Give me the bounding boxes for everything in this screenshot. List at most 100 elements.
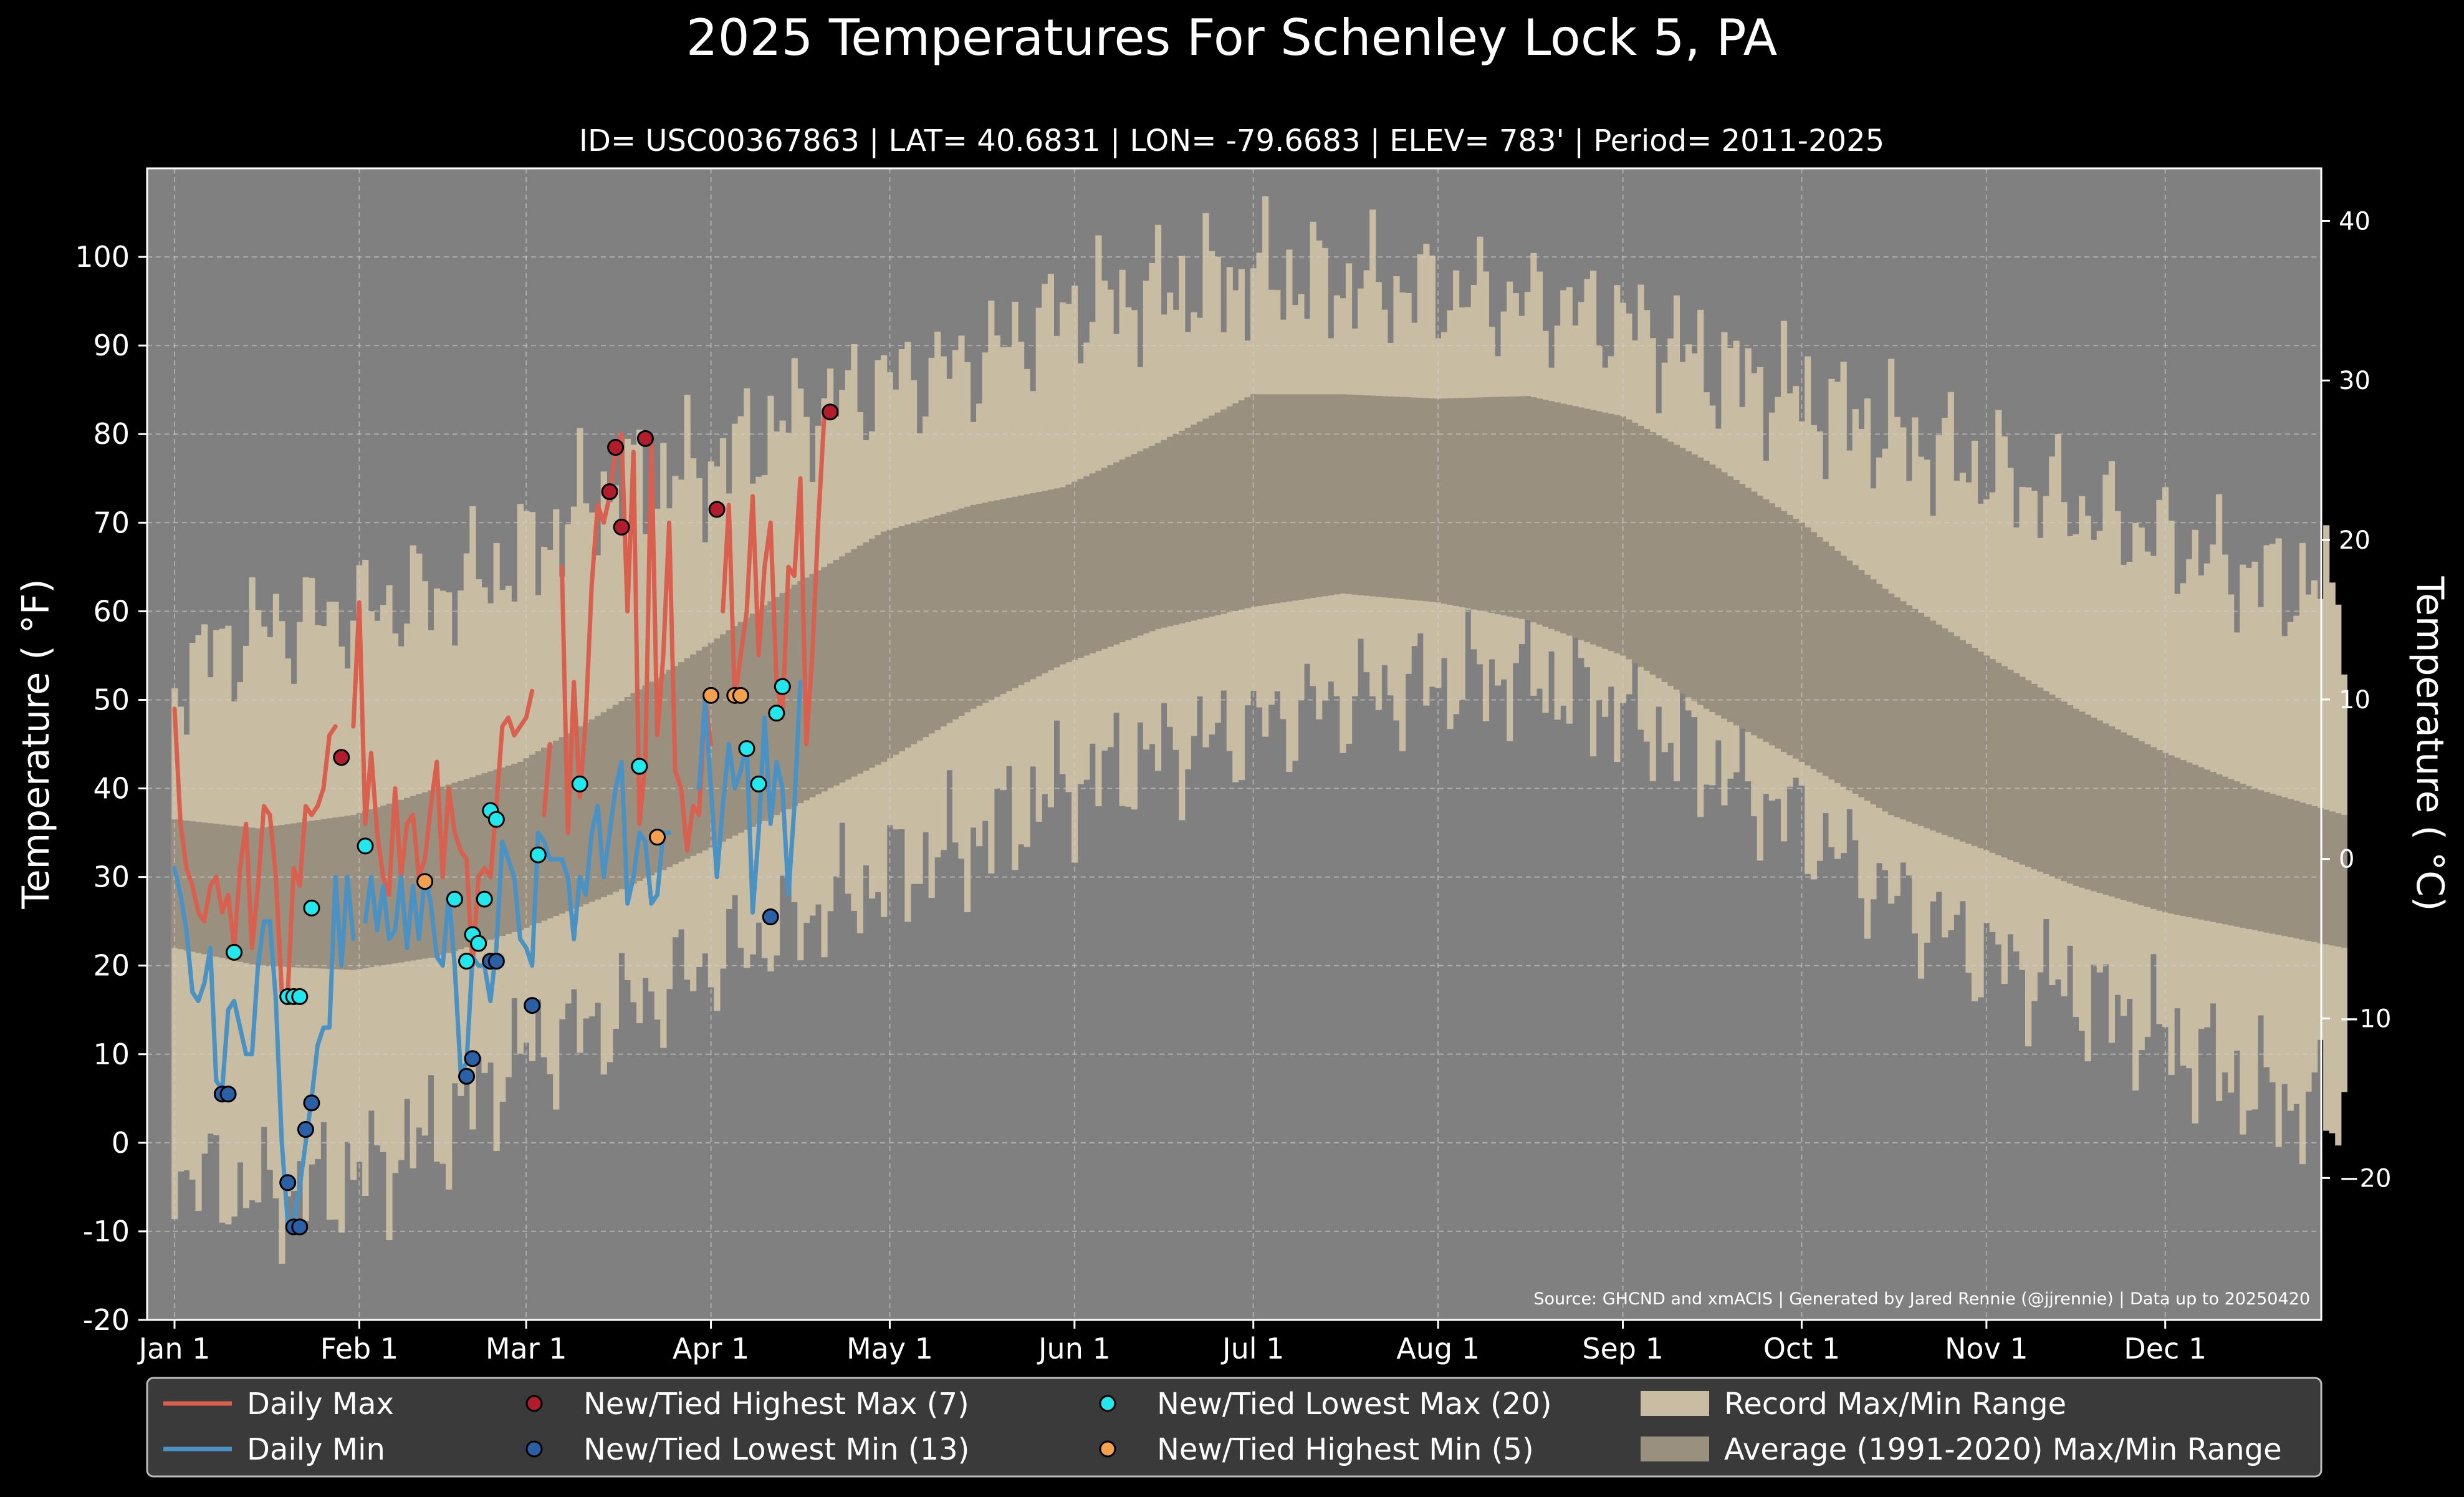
average-range-bar xyxy=(821,567,828,792)
average-range-bar xyxy=(1631,422,1639,663)
x-tick-label: Oct 1 xyxy=(1763,1332,1840,1365)
daily-max-line xyxy=(172,414,827,994)
average-range-bar xyxy=(1560,403,1567,633)
average-range-bar xyxy=(856,546,864,774)
average-range-bar xyxy=(1172,433,1179,625)
average-range-bar xyxy=(1137,451,1144,636)
average-range-bar xyxy=(1459,398,1465,607)
average-range-bar xyxy=(1589,410,1597,645)
average-range-bar xyxy=(1226,406,1233,613)
average-range-bar xyxy=(2174,758,2181,915)
average-range-bar xyxy=(547,744,554,918)
average-range-bar xyxy=(284,824,292,967)
average-range-bar xyxy=(1053,488,1060,668)
record-marker-point xyxy=(470,935,487,952)
average-range-bar xyxy=(1667,441,1674,686)
average-range-bar xyxy=(1906,605,1912,822)
y-tick-label-right: 20 xyxy=(2339,526,2371,555)
average-range-bar xyxy=(1161,440,1167,628)
average-range-bar xyxy=(1983,655,1990,850)
average-range-bar xyxy=(1822,541,1829,776)
average-range-bar xyxy=(1930,620,1937,831)
average-range-bar xyxy=(481,773,488,942)
average-range-bar xyxy=(923,519,929,738)
average-range-bar xyxy=(2287,799,2294,938)
y-tick-label-left: -10 xyxy=(83,1215,130,1248)
record-marker-point xyxy=(416,873,434,890)
record-marker-point xyxy=(762,908,779,926)
average-range-bar xyxy=(1614,415,1621,653)
average-range-bar xyxy=(1947,632,1954,837)
average-range-bar xyxy=(1494,397,1502,615)
average-range-bar xyxy=(839,556,846,783)
average-range-bar xyxy=(428,790,434,958)
average-range-bar xyxy=(755,609,762,824)
average-range-bar xyxy=(1971,647,1978,846)
record-marker-point xyxy=(636,430,654,447)
average-range-bar xyxy=(1214,412,1221,615)
average-range-bar xyxy=(1661,438,1668,683)
chart-title: 2025 Temperatures For Schenley Lock 5, P… xyxy=(686,9,1778,67)
legend-swatch-new-tied-highest-max-7 xyxy=(525,1395,543,1412)
average-range-bar xyxy=(1500,397,1507,616)
average-range-bar xyxy=(1846,560,1853,791)
average-range-bar xyxy=(1220,409,1227,614)
record-marker-point xyxy=(487,953,505,970)
average-range-bar xyxy=(1375,395,1382,597)
average-range-bar xyxy=(1709,465,1716,712)
average-range-bar xyxy=(726,630,732,839)
average-range-bar xyxy=(1852,565,1859,794)
average-range-bar xyxy=(1995,662,2002,855)
average-range-bar xyxy=(1125,456,1132,640)
average-range-bar xyxy=(732,626,739,836)
average-range-bar xyxy=(1047,489,1054,671)
average-range-bar xyxy=(1685,451,1692,698)
average-range-bar xyxy=(1536,398,1543,625)
average-range-bar xyxy=(1566,405,1573,636)
legend-swatch-new-tied-lowest-min-13 xyxy=(525,1440,543,1458)
average-range-bar xyxy=(1441,398,1448,604)
y-tick-label-left: -20 xyxy=(83,1303,130,1337)
average-range-bar xyxy=(1834,551,1841,784)
record-marker-point xyxy=(732,686,749,704)
average-range-bar xyxy=(1005,498,1013,691)
average-range-bar xyxy=(2031,683,2038,870)
average-range-bar xyxy=(469,777,476,946)
chart-subtitle: ID= USC00367863 | LAT= 40.6831 | LON= -7… xyxy=(579,123,1884,158)
record-marker-point xyxy=(768,705,785,722)
average-range-bar xyxy=(988,501,995,700)
average-range-bar xyxy=(678,662,685,862)
average-range-bar xyxy=(1447,398,1454,605)
record-marker-point xyxy=(219,1085,237,1103)
average-range-bar xyxy=(690,654,697,856)
average-range-bar xyxy=(1453,398,1460,606)
average-range-bar xyxy=(809,574,816,797)
record-marker-point xyxy=(529,846,547,864)
average-range-bar xyxy=(2311,806,2318,942)
legend-label-average-1991-2020-max-min-range: Average (1991-2020) Max/Min Range xyxy=(1724,1432,2282,1467)
average-range-bar xyxy=(1900,601,1907,820)
average-range-bar xyxy=(183,821,190,951)
average-range-bar xyxy=(2037,687,2044,872)
record-marker-point xyxy=(464,1050,481,1067)
average-range-bar xyxy=(1840,556,1847,787)
average-range-bar xyxy=(242,827,250,963)
average-range-bar xyxy=(815,570,822,795)
average-range-bar xyxy=(1727,476,1734,722)
average-range-bar xyxy=(2156,749,2163,911)
average-range-bar xyxy=(261,827,267,966)
average-range-bar xyxy=(660,673,667,870)
average-range-bar xyxy=(1715,468,1722,716)
record-marker-point xyxy=(357,837,374,855)
record-marker-point xyxy=(476,890,493,908)
average-range-bar xyxy=(1763,499,1770,742)
average-range-bar xyxy=(1358,395,1364,595)
average-range-bar xyxy=(1644,429,1651,671)
average-range-bar xyxy=(2215,774,2223,923)
average-range-bar xyxy=(1626,419,1632,660)
record-marker-point xyxy=(571,775,588,792)
legend-swatch-average-1991-2020-max-min-range xyxy=(1641,1437,1709,1461)
average-range-bar xyxy=(1179,430,1186,623)
average-range-bar xyxy=(475,775,482,944)
average-range-bar xyxy=(1757,495,1763,739)
